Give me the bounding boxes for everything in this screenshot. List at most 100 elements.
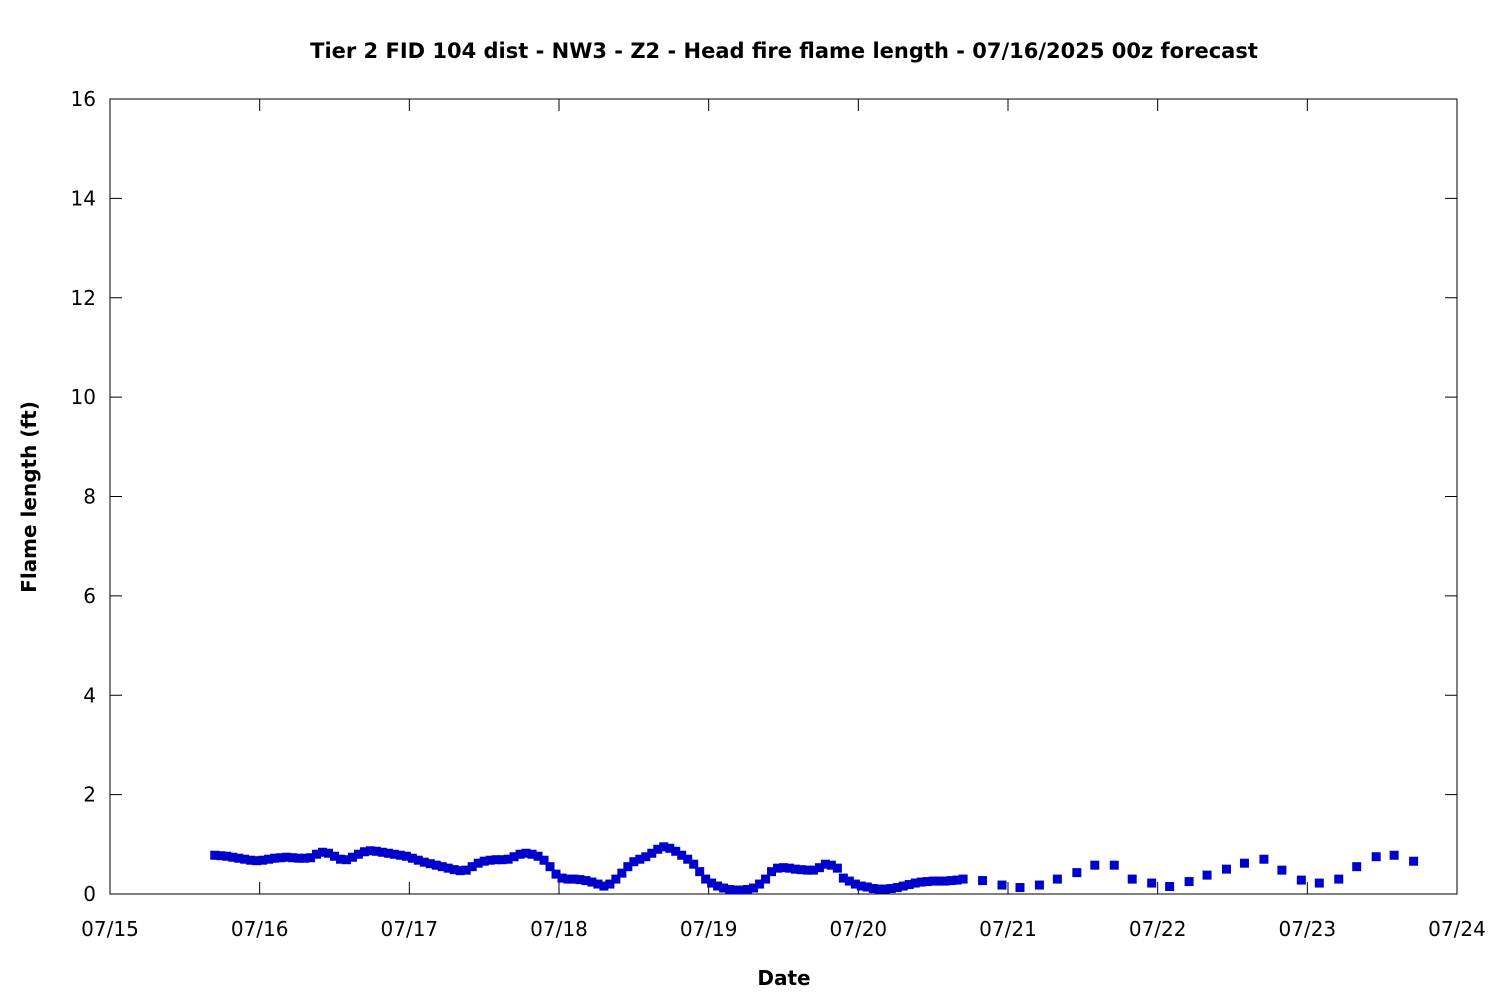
data-point: [761, 874, 771, 884]
data-point: [443, 863, 453, 873]
x-tick-label: 07/23: [1279, 917, 1337, 941]
data-point: [557, 873, 567, 883]
data-point: [755, 879, 765, 889]
data-point: [683, 854, 693, 864]
data-point: [581, 876, 591, 886]
data-point: [952, 875, 962, 885]
data-point: [300, 853, 310, 863]
data-point: [401, 851, 411, 861]
x-tick-label: 07/17: [381, 917, 439, 941]
data-point: [270, 853, 280, 863]
data-point: [611, 874, 621, 884]
data-point: [874, 884, 884, 894]
data-point: [1184, 877, 1194, 887]
data-point: [1127, 874, 1137, 884]
x-tick-label: 07/22: [1129, 917, 1187, 941]
data-point: [425, 859, 435, 869]
data-point: [1334, 874, 1344, 884]
y-tick-label: 2: [83, 783, 96, 807]
data-point: [324, 848, 334, 858]
data-point: [599, 881, 609, 891]
data-point: [587, 877, 597, 887]
data-point: [515, 849, 525, 859]
data-point: [521, 848, 531, 858]
data-point: [850, 879, 860, 889]
data-point: [796, 865, 806, 875]
data-point: [503, 854, 513, 864]
plot-frame: [109, 98, 1458, 895]
data-point: [997, 880, 1007, 890]
data-point: [647, 848, 657, 858]
data-point: [1409, 856, 1419, 866]
y-tick-label: 0: [83, 882, 96, 906]
data-point: [1202, 870, 1212, 880]
data-point: [707, 878, 717, 888]
data-point: [461, 865, 471, 875]
data-point: [659, 842, 669, 852]
data-point: [533, 851, 543, 861]
data-point: [341, 855, 351, 865]
data-point: [623, 862, 633, 872]
y-tick-label: 4: [83, 683, 96, 707]
data-point: [713, 881, 723, 891]
x-tick-label: 07/18: [530, 917, 588, 941]
data-point: [838, 873, 848, 883]
data-point: [922, 877, 932, 887]
data-point: [934, 876, 944, 886]
data-point: [802, 865, 812, 875]
data-point: [1034, 880, 1044, 890]
x-axis-label: Date: [757, 966, 810, 990]
data-point: [779, 863, 788, 873]
data-point: [1239, 858, 1249, 868]
data-point: [701, 874, 711, 884]
data-point: [856, 881, 866, 891]
data-point: [1147, 878, 1157, 888]
data-point: [1090, 860, 1100, 870]
data-point: [449, 865, 459, 875]
data-point: [407, 853, 417, 863]
data-point: [413, 855, 423, 865]
data-point: [1109, 860, 1119, 870]
data-point: [563, 874, 573, 884]
data-point: [910, 878, 920, 888]
data-point: [1352, 862, 1362, 872]
data-point: [641, 852, 651, 862]
data-point: [862, 882, 872, 892]
data-point: [886, 884, 896, 894]
x-tick-label: 07/21: [979, 917, 1037, 941]
data-point: [347, 852, 357, 862]
data-point: [677, 850, 687, 860]
data-point: [467, 862, 477, 872]
data-point: [916, 877, 926, 887]
data-point: [353, 849, 363, 859]
data-point: [455, 866, 465, 876]
data-point: [485, 855, 495, 865]
data-point: [282, 852, 292, 862]
data-point: [473, 858, 483, 868]
y-tick-label: 10: [71, 385, 96, 409]
data-point: [832, 863, 842, 873]
data-point: [808, 865, 818, 875]
data-point: [928, 876, 938, 886]
y-axis-label: Flame length (ft): [17, 401, 41, 593]
x-axis: 07/15 07/16 07/17 07/18 07/19 07/20 07/21 07/22…: [81, 99, 1486, 941]
y-tick-label: 16: [71, 87, 96, 111]
data-point: [605, 879, 615, 889]
data-point: [1371, 852, 1381, 862]
data-point: [228, 852, 238, 862]
data-point: [335, 854, 345, 864]
data-point: [629, 857, 639, 867]
data-point: [318, 847, 328, 857]
data-point: [276, 853, 286, 863]
data-point: [371, 846, 381, 856]
data-point: [814, 863, 824, 873]
data-point: [737, 885, 747, 895]
data-point: [946, 876, 956, 886]
data-point: [216, 851, 226, 861]
data-point: [389, 849, 399, 859]
data-point: [246, 855, 256, 865]
data-point: [773, 863, 783, 873]
data-point: [509, 852, 519, 862]
data-point: [1165, 882, 1175, 892]
